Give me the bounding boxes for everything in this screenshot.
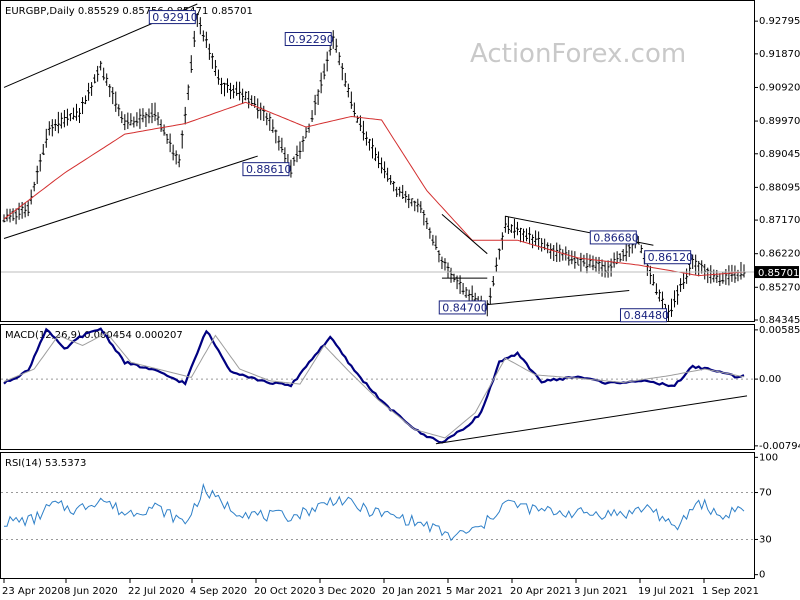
y-tick-label: 100 xyxy=(759,452,778,463)
ma-line xyxy=(3,101,745,277)
price-annotation-box xyxy=(242,162,290,177)
price-annotation-label: 0.86120 xyxy=(648,251,694,264)
trendline xyxy=(441,214,488,255)
current-price-label: 0.85701 xyxy=(758,268,799,279)
macd-line xyxy=(3,327,745,444)
y-tick-label: 70 xyxy=(759,488,772,499)
y-tick-label: 0.87170 xyxy=(759,215,800,226)
price-annotation-box xyxy=(438,300,486,315)
y-tick-label: 0.00 xyxy=(759,374,781,385)
y-tick-label: 0.89970 xyxy=(759,116,800,127)
chart-marks: 0.92795 0.91870 0.90920 0.89970 0.89045 0.880… xyxy=(1,3,800,597)
price-annotation-box xyxy=(284,32,332,47)
y-tick-label: 0 xyxy=(759,570,765,581)
y-tick-label: 0.89045 xyxy=(759,149,800,160)
price-pane-frame xyxy=(0,0,755,322)
price-annotation-label: 0.86680 xyxy=(593,231,639,244)
signal-line xyxy=(3,332,745,439)
y-tick-label: 0.90920 xyxy=(759,82,800,93)
x-tick-label: 8 Jun 2020 xyxy=(64,586,118,597)
y-tick-label: 0.88095 xyxy=(759,182,800,193)
x-tick-label: 20 Jan 2021 xyxy=(382,586,442,597)
price-annotation-label: 0.84480 xyxy=(623,309,669,322)
x-tick-label: 5 Mar 2021 xyxy=(446,586,503,597)
x-tick-label: 4 Sep 2020 xyxy=(190,586,247,597)
y-tick-label: 0.92795 xyxy=(759,16,800,27)
price-annotation-label: 0.88610 xyxy=(246,163,292,176)
y-tick-label: -0.007945 xyxy=(759,441,800,452)
watermark: ActionForex.com xyxy=(470,39,686,69)
x-tick-label: 22 Jul 2020 xyxy=(128,586,185,597)
y-tick-label: 0.85270 xyxy=(759,282,800,293)
price-annotation-label: 0.92290 xyxy=(288,33,334,46)
price-annotation-box xyxy=(148,10,196,25)
x-tick-label: 20 Apr 2021 xyxy=(510,586,572,597)
x-tick-label: 23 Apr 2020 xyxy=(2,586,64,597)
current-price-box xyxy=(755,266,799,279)
x-tick-label: 3 Jun 2021 xyxy=(574,586,628,597)
y-tick-label: 0.91870 xyxy=(759,49,800,60)
price-annotation-label: 0.92910 xyxy=(152,11,198,24)
rsi-pane-title: RSI(14) 53.5373 xyxy=(5,458,86,469)
y-tick-label: 30 xyxy=(759,534,772,545)
price-annotation-box xyxy=(589,230,637,245)
price-annotation-box xyxy=(644,250,692,265)
price-pane-title: EURGBP,Daily 0.85529 0.85756 0.85471 0.8… xyxy=(5,6,253,17)
price-annotation-box xyxy=(619,308,667,323)
y-tick-label: 0.005858 xyxy=(759,325,800,336)
rsi-line xyxy=(3,482,745,542)
x-tick-label: 20 Oct 2020 xyxy=(254,586,316,597)
rsi-pane-frame xyxy=(0,452,755,579)
x-tick-label: 19 Jul 2021 xyxy=(638,586,695,597)
x-tick-label: 3 Dec 2020 xyxy=(318,586,376,597)
price-annotation-label: 0.84700 xyxy=(442,301,488,314)
macd-pane-frame xyxy=(0,324,755,450)
y-tick-label: 0.86220 xyxy=(759,249,800,260)
macd-pane-title: MACD(12,26,9) 0.000454 0.000207 xyxy=(5,330,183,341)
trendline xyxy=(435,395,748,445)
trendline xyxy=(3,155,258,239)
trendline xyxy=(487,289,630,306)
y-tick-label: 0.84345 xyxy=(759,315,800,326)
x-tick-label: 1 Sep 2021 xyxy=(702,586,759,597)
